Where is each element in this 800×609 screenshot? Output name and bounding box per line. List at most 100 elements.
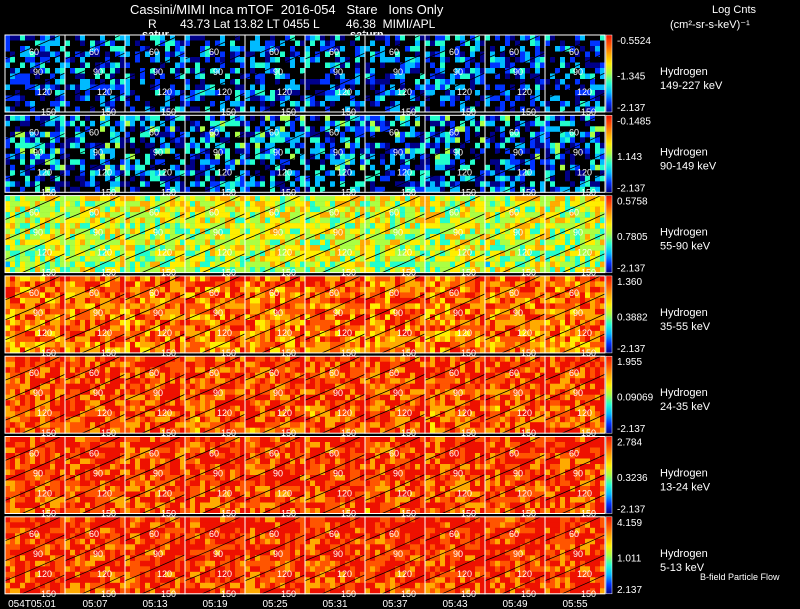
heatmap-pixel — [510, 90, 516, 96]
heatmap-pixel — [425, 120, 431, 127]
heatmap-pixel — [535, 164, 541, 171]
heatmap-pixel — [200, 51, 206, 58]
heatmap-pixel — [555, 35, 561, 41]
heatmap-pixel — [20, 137, 26, 144]
heatmap-pixel — [435, 73, 441, 80]
heatmap-pixel — [535, 159, 541, 166]
heatmap-pixel — [325, 217, 331, 224]
heatmap-pixel — [110, 79, 116, 85]
heatmap-pixel — [595, 40, 601, 47]
heatmap-pixel — [135, 206, 141, 213]
heatmap-pixel — [475, 206, 481, 213]
heatmap-pixel — [545, 68, 551, 74]
heatmap-pixel — [195, 245, 201, 251]
heatmap-pixel — [505, 57, 511, 63]
contour-label: 60 — [569, 47, 579, 57]
heatmap-pixel — [485, 101, 491, 107]
heatmap-pixel — [90, 35, 96, 41]
heatmap-pixel — [425, 148, 431, 155]
heatmap-pixel — [110, 73, 116, 80]
heatmap-pixel — [50, 228, 56, 235]
heatmap-pixel — [505, 95, 511, 102]
heatmap-pixel — [215, 73, 221, 80]
heatmap-pixel — [290, 148, 296, 155]
heatmap-pixel — [60, 101, 66, 107]
heatmap-pixel — [95, 35, 101, 41]
heatmap-pixel — [110, 137, 116, 144]
heatmap-pixel — [570, 90, 576, 96]
heatmap-pixel — [420, 57, 426, 63]
heatmap-pixel — [255, 245, 261, 251]
heatmap-pixel — [310, 148, 316, 155]
heatmap-pixel — [95, 68, 101, 74]
heatmap-pixel — [135, 267, 141, 273]
heatmap-pixel — [425, 35, 431, 41]
contour-line — [124, 112, 186, 140]
heatmap-pixel — [130, 142, 136, 149]
heatmap-pixel — [155, 181, 161, 188]
heatmap-pixel — [520, 57, 526, 63]
heatmap-pixel — [370, 239, 376, 246]
heatmap-pixel — [350, 120, 356, 127]
heatmap-pixel — [235, 79, 241, 85]
heatmap-pixel — [60, 164, 66, 171]
heatmap-pixel — [195, 159, 201, 166]
heatmap-pixel — [475, 245, 481, 251]
heatmap-pixel — [20, 170, 26, 177]
heatmap-pixel — [470, 57, 476, 63]
heatmap-pixel — [560, 35, 566, 41]
heatmap-pixel — [595, 35, 601, 41]
heatmap-pixel — [470, 106, 476, 113]
heatmap-pixel — [75, 35, 81, 41]
heatmap-pixel — [415, 181, 421, 188]
heatmap-pixel — [430, 84, 436, 91]
heatmap-pixel — [600, 73, 606, 80]
heatmap-pixel — [135, 95, 141, 102]
heatmap-pixel — [25, 234, 31, 240]
heatmap-pixel — [355, 62, 361, 69]
heatmap-pixel — [465, 131, 471, 138]
heatmap-pixel — [405, 126, 411, 133]
heatmap-pixel — [590, 51, 596, 58]
heatmap-pixel — [355, 106, 361, 113]
heatmap-pixel — [30, 142, 36, 149]
heatmap-pixel — [510, 95, 516, 102]
heatmap-pixel — [345, 131, 351, 138]
heatmap-pixel — [320, 175, 326, 182]
heatmap-pixel — [5, 164, 11, 171]
heatmap-pixel — [60, 115, 66, 122]
heatmap-pixel — [445, 256, 451, 262]
heatmap-pixel — [530, 79, 536, 85]
heatmap-pixel — [335, 106, 341, 113]
heatmap-pixel — [10, 120, 16, 127]
heatmap-pixel — [235, 206, 241, 213]
heatmap-pixel — [170, 73, 176, 80]
heatmap-pixel — [460, 95, 466, 102]
heatmap-pixel — [125, 115, 131, 122]
heatmap-pixel — [235, 261, 241, 268]
heatmap-pixel — [405, 228, 411, 235]
heatmap-pixel — [235, 90, 241, 96]
heatmap-pixel — [110, 206, 116, 213]
heatmap-pixel — [40, 195, 46, 202]
heatmap-pixel — [435, 126, 441, 133]
heatmap-pixel — [195, 267, 201, 273]
contour-label: 120 — [457, 87, 472, 97]
heatmap-pixel — [525, 79, 531, 85]
heatmap-pixel — [150, 239, 156, 246]
contour-line — [4, 132, 66, 160]
heatmap-pixel — [160, 46, 166, 52]
heatmap-pixel — [185, 228, 191, 235]
heatmap-pixel — [175, 57, 181, 63]
heatmap-pixel — [150, 35, 156, 41]
heatmap-pixel — [45, 51, 51, 58]
heatmap-pixel — [410, 73, 416, 80]
heatmap-pixel — [305, 170, 311, 177]
heatmap-pixel — [80, 159, 86, 166]
heatmap-pixel — [305, 106, 311, 113]
heatmap-pixel — [135, 175, 141, 182]
heatmap-pixel — [340, 84, 346, 91]
heatmap-pixel — [40, 90, 46, 96]
heatmap-pixel — [535, 106, 541, 113]
heatmap-pixel — [365, 181, 371, 188]
